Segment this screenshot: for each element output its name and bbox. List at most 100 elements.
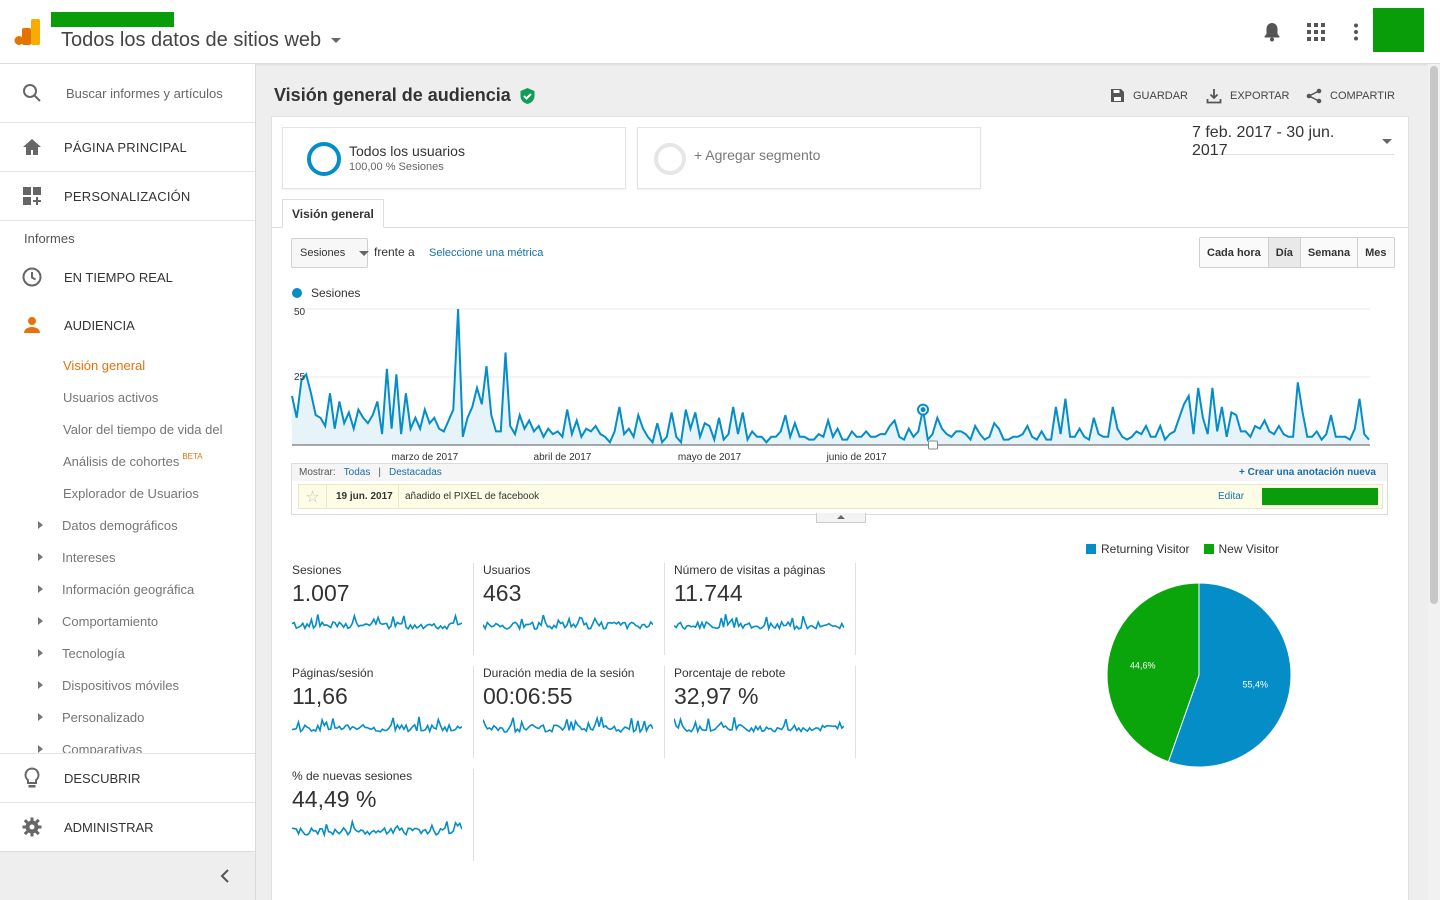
top-bar: Todos los datos de sitios web (0, 0, 1440, 64)
sidebar-item-custom[interactable]: Personalizado (0, 701, 255, 733)
sidebar-item-benchmarking[interactable]: Comparativas (0, 733, 255, 765)
sidebar-item-label: Información geográfica (62, 581, 195, 597)
sparkline-path (483, 614, 653, 631)
scorecard-value: 00:06:55 (483, 683, 573, 709)
granularity-week[interactable]: Semana (1300, 238, 1359, 267)
chevron-left-icon[interactable] (220, 869, 230, 883)
page-title: Visión general de audiencia (274, 85, 536, 106)
sidebar-item-geo[interactable]: Información geográfica (0, 573, 255, 605)
add-segment-link[interactable]: + Agregar segmento (694, 147, 821, 163)
search-reports[interactable]: Buscar informes y artículos (0, 64, 255, 123)
scorecard-value: 11,66 (292, 683, 348, 709)
sidebar: Buscar informes y artículos PÁGINA PRINC… (0, 64, 256, 900)
page-scrollbar[interactable] (1428, 64, 1440, 900)
annotation-row: ☆ 19 jun. 2017 añadido el PIXEL de faceb… (298, 484, 1383, 509)
scorecard-title: Porcentaje de rebote (674, 666, 786, 680)
sidebar-item-lifetime-value[interactable]: Valor del tiempo de vida del (63, 421, 223, 437)
scorecard[interactable]: Páginas/sesión 11,66 (292, 666, 474, 758)
collapse-annotations-handle[interactable] (816, 513, 866, 523)
sparkline-path (292, 716, 462, 734)
legend-label: New Visitor (1218, 542, 1279, 556)
show-all-link[interactable]: Todas (343, 467, 371, 478)
segment-all-users[interactable]: Todos los usuarios 100,00 % Sesiones (282, 127, 626, 189)
add-segment-box[interactable]: + Agregar segmento (637, 127, 981, 189)
scorecard[interactable]: Sesiones 1.007 (292, 563, 474, 655)
tab-divider (272, 227, 1409, 228)
scorecard[interactable]: Número de visitas a páginas 11.744 (674, 563, 856, 655)
sessions-line-chart: 50 25 marzo de 2017 abril de 2017 mayo de 20… (291, 307, 1370, 463)
scorecard[interactable]: Porcentaje de rebote 32,97 % (674, 666, 856, 758)
pie-legend-new: New Visitor (1203, 542, 1279, 556)
download-icon (1206, 89, 1222, 104)
create-annotation-link[interactable]: + Crear una anotación nueva (1239, 467, 1376, 478)
expand-arrow-icon (38, 521, 43, 529)
sidebar-item-label: Dispositivos móviles (62, 677, 180, 693)
pie-legend: Returning Visitor New Visitor (1086, 542, 1279, 556)
scorecard[interactable]: Usuarios 463 (483, 563, 665, 655)
sparkline-path (483, 715, 653, 734)
scorecard[interactable]: % de nuevas sesiones 44,49 % (292, 769, 474, 861)
avatar[interactable] (1373, 8, 1424, 52)
scorecard-title: Duración media de la sesión (483, 666, 635, 680)
expand-arrow-icon (38, 681, 43, 689)
sidebar-item-discover[interactable]: DESCUBRIR (0, 753, 255, 802)
edit-annotation-link[interactable]: Editar (1218, 491, 1245, 502)
granularity-day[interactable]: Día (1268, 238, 1301, 267)
pie-slice (1106, 582, 1200, 763)
export-button[interactable]: EXPORTAR (1206, 88, 1290, 104)
sidebar-item-demographics[interactable]: Datos demográficos (0, 509, 255, 541)
gear-icon (22, 817, 42, 837)
scorecard-title: Usuarios (483, 563, 531, 577)
tab-overview[interactable]: Visión general (282, 199, 384, 228)
sidebar-item-audience[interactable]: AUDIENCIA (0, 301, 255, 349)
visitor-type-pie-chart: 55,4% 44,6% (1106, 582, 1292, 768)
sidebar-item-overview[interactable]: Visión general (63, 357, 146, 373)
annotation-date: 19 jun. 2017 (327, 485, 399, 508)
home-icon (23, 139, 41, 155)
sidebar-item-home[interactable]: PÁGINA PRINCIPAL (0, 123, 255, 172)
sparkline (674, 614, 844, 631)
property-selector[interactable]: Todos los datos de sitios web (61, 29, 342, 52)
scorecard[interactable]: Duración media de la sesión 00:06:55 (483, 666, 665, 758)
sidebar-item-user-explorer[interactable]: Explorador de Usuarios (63, 485, 199, 501)
sidebar-item-mobile[interactable]: Dispositivos móviles (0, 669, 255, 701)
expand-arrow-icon (38, 649, 43, 657)
granularity-hourly[interactable]: Cada hora (1200, 238, 1269, 267)
sidebar-item-interests[interactable]: Intereses (0, 541, 255, 573)
sidebar-item-admin[interactable]: ADMINISTRAR (0, 802, 255, 851)
scrollbar-thumb[interactable] (1430, 66, 1438, 604)
export-label: EXPORTAR (1230, 90, 1290, 102)
show-label: Mostrar: (299, 467, 336, 478)
granularity-month[interactable]: Mes (1358, 238, 1394, 267)
page-title-text: Visión general de audiencia (274, 85, 511, 105)
expand-arrow-icon (38, 553, 43, 561)
highlighted-point-core (920, 407, 926, 413)
more-vert-icon[interactable] (1344, 20, 1368, 44)
save-button[interactable]: GUARDAR (1110, 88, 1188, 103)
sparkline (483, 614, 653, 631)
sidebar-item-customization[interactable]: PERSONALIZACIÓN (0, 172, 255, 221)
search-icon (23, 84, 41, 102)
sidebar-item-technology[interactable]: Tecnología (0, 637, 255, 669)
scorecard-value: 32,97 % (674, 683, 759, 709)
analytics-logo[interactable] (14, 18, 42, 46)
sidebar-item-behavior[interactable]: Comportamiento (0, 605, 255, 637)
star-icon[interactable]: ☆ (299, 485, 327, 508)
pie-legend-returning: Returning Visitor (1086, 542, 1190, 556)
date-range-picker[interactable]: 7 feb. 2017 - 30 jun. 2017 (1192, 124, 1394, 159)
show-starred-link[interactable]: Destacadas (388, 467, 442, 478)
share-button[interactable]: COMPARTIR (1306, 88, 1395, 104)
bell-icon[interactable] (1260, 20, 1284, 44)
select-metric-link[interactable]: Seleccione una métrica (429, 247, 544, 259)
segment-sub: 100,00 % Sesiones (349, 161, 444, 173)
scorecard-value: 463 (483, 580, 522, 606)
sidebar-item-realtime[interactable]: EN TIEMPO REAL (0, 253, 255, 301)
sidebar-item-cohort-analysis[interactable]: Análisis de cohortes BETA (0, 445, 255, 477)
sidebar-item-label: PERSONALIZACIÓN (64, 188, 191, 204)
sidebar-item-active-users[interactable]: Usuarios activos (63, 389, 159, 405)
apps-grid-icon[interactable] (1304, 20, 1328, 44)
sidebar-item-label: ADMINISTRAR (64, 819, 154, 835)
search-input[interactable]: Buscar informes y artículos (66, 85, 223, 101)
sidebar-item-label: Tecnología (62, 645, 125, 661)
metric-select[interactable]: Sesiones (291, 238, 370, 268)
